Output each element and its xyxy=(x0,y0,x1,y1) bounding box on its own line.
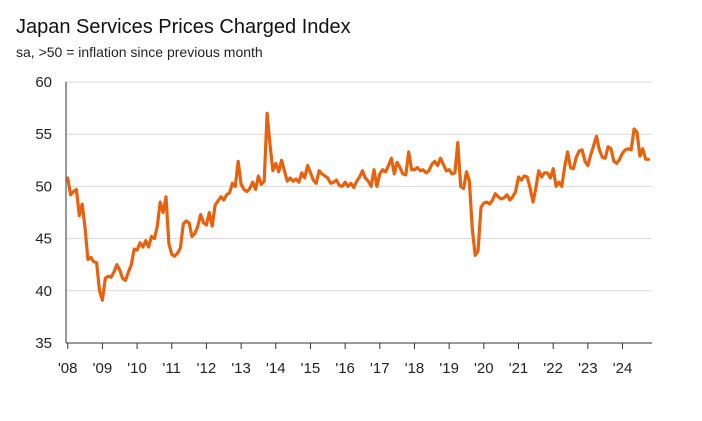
x-tick-label: '22 xyxy=(543,360,563,377)
gridlines xyxy=(66,81,652,292)
x-axis-ticks: '08 '09 '10 '11 '12 '13 '14 '15 '16 '17 '18 '19 '20 '… xyxy=(58,343,632,377)
y-tick-label: 45 xyxy=(35,231,52,248)
x-tick-label: '20 xyxy=(474,360,494,377)
x-tick-label: '17 xyxy=(370,360,390,377)
x-tick-label: '09 xyxy=(93,360,113,377)
x-tick-label: '10 xyxy=(127,360,147,377)
y-tick-label: 50 xyxy=(35,178,52,195)
x-tick-label: '11 xyxy=(163,360,181,377)
x-tick-label: '19 xyxy=(439,360,459,377)
x-tick-label: '18 xyxy=(405,360,425,377)
y-tick-label: 55 xyxy=(35,126,52,143)
x-tick-label: '14 xyxy=(266,360,286,377)
x-tick-label: '23 xyxy=(578,360,598,377)
x-tick-label: '16 xyxy=(335,360,355,377)
chart-subtitle: sa, >50 = inflation since previous month xyxy=(16,44,263,60)
x-tick-label: '21 xyxy=(509,360,529,377)
chart-title: Japan Services Prices Charged Index xyxy=(16,16,351,38)
y-axis-ticks: 35 40 45 50 55 60 xyxy=(35,74,52,352)
series-line xyxy=(66,111,651,302)
x-tick-label: '08 xyxy=(58,360,78,377)
y-tick-label: 40 xyxy=(35,283,52,300)
x-tick-label: '15 xyxy=(301,360,321,377)
y-tick-label: 35 xyxy=(35,335,52,352)
x-tick-label: '12 xyxy=(197,360,217,377)
series-group xyxy=(66,111,651,302)
x-tick-label: '24 xyxy=(613,360,633,377)
y-tick-label: 60 xyxy=(35,74,52,91)
x-tick-label: '13 xyxy=(231,360,251,377)
